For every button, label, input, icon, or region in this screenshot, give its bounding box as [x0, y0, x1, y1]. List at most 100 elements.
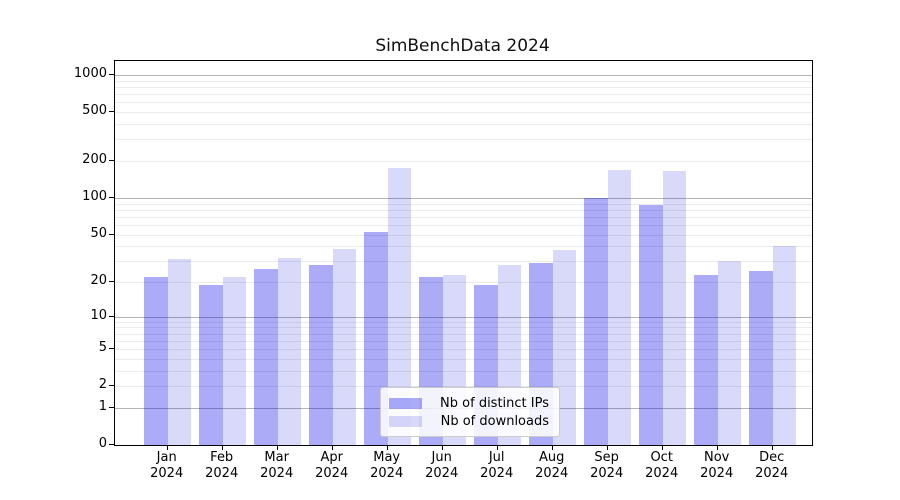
legend-swatch-distinct-ips	[389, 397, 422, 409]
y-axis-tick-mark	[109, 233, 114, 235]
gridline-minor	[115, 246, 812, 248]
y-axis-tick-label: 1000	[73, 66, 107, 81]
x-axis-tick-label: Feb 2024	[205, 450, 239, 481]
x-axis-tick-label: Jun 2024	[425, 450, 459, 481]
x-axis-tick-mark	[496, 445, 498, 450]
bar-distinct-ips	[639, 205, 663, 445]
legend: Nb of distinct IPs Nb of downloads	[380, 387, 560, 437]
bar-distinct-ips	[199, 284, 223, 445]
gridline-minor	[115, 209, 812, 211]
x-axis-tick-label: May 2024	[370, 450, 404, 481]
bar-downloads	[167, 259, 192, 445]
x-axis-tick-label: Oct 2024	[645, 450, 679, 481]
gridline-minor	[115, 102, 812, 104]
gridline-minor	[115, 94, 812, 96]
gridline-minor	[115, 124, 812, 125]
y-axis-tick-label: 10	[90, 307, 107, 323]
gridline-minor	[115, 80, 812, 82]
legend-item-downloads: Nb of downloads	[389, 412, 549, 430]
gridline-minor	[115, 327, 812, 329]
gridline-minor	[115, 224, 812, 226]
y-axis-tick-mark	[109, 196, 114, 199]
gridline-minor	[115, 87, 812, 88]
bar-downloads	[387, 168, 412, 445]
y-axis-tick-label: 500	[82, 103, 107, 119]
legend-label-downloads: Nb of downloads	[440, 413, 549, 429]
gridline-major	[115, 316, 812, 318]
gridline-minor	[115, 139, 812, 141]
y-axis-tick-mark	[109, 74, 114, 76]
gridline-minor	[115, 216, 812, 218]
y-axis-tick-label: 1	[98, 398, 107, 414]
y-axis-tick-label: 2	[98, 377, 107, 393]
gridline-minor	[115, 349, 812, 351]
legend-label-distinct-ips: Nb of distinct IPs	[440, 395, 549, 411]
y-axis-tick-mark	[109, 281, 114, 283]
bar-downloads	[772, 246, 797, 445]
y-axis-tick-mark	[109, 385, 114, 387]
y-axis-tick-mark	[109, 406, 114, 409]
x-axis-tick-mark	[166, 445, 168, 450]
bar-distinct-ips	[749, 270, 773, 445]
gridline-minor	[115, 282, 812, 283]
bar-distinct-ips	[144, 277, 168, 445]
x-axis-tick-label: Jan 2024	[150, 450, 184, 481]
y-axis-tick-label: 200	[82, 152, 107, 167]
bar-distinct-ips	[309, 264, 333, 445]
bar-distinct-ips	[694, 274, 718, 445]
gridline-minor	[115, 203, 812, 205]
plot-area: Nb of distinct IPs Nb of downloads	[114, 60, 813, 446]
legend-item-distinct-ips: Nb of distinct IPs	[389, 394, 549, 412]
bar-distinct-ips	[254, 268, 278, 445]
y-axis-tick-mark	[109, 348, 114, 350]
gridline-minor	[115, 161, 812, 162]
x-axis-tick-label: Mar 2024	[260, 450, 294, 481]
gridline-minor	[115, 333, 812, 335]
gridline-major	[115, 197, 812, 199]
y-axis-tick-label: 0	[98, 436, 107, 451]
gridline-minor	[115, 234, 812, 236]
bar-distinct-ips	[584, 197, 608, 445]
bar-downloads	[607, 169, 632, 445]
bar-downloads	[222, 277, 247, 445]
x-axis-tick-label: Sep 2024	[590, 450, 624, 481]
gridline-minor	[115, 321, 812, 323]
y-axis-tick-mark	[109, 444, 114, 446]
x-axis-tick-mark	[661, 445, 663, 450]
y-axis-tick-mark	[109, 111, 114, 113]
legend-swatch-downloads	[389, 415, 422, 427]
gridline-minor	[115, 358, 812, 360]
x-axis-tick-mark	[771, 445, 773, 450]
x-axis-tick-mark	[221, 445, 223, 450]
x-axis-tick-mark	[276, 445, 278, 450]
x-axis-tick-label: Apr 2024	[315, 450, 349, 481]
x-axis-tick-mark	[331, 445, 333, 450]
x-axis-tick-label: Jul 2024	[480, 450, 514, 481]
gridline-major	[115, 75, 812, 76]
y-axis-tick-label: 5	[98, 340, 107, 356]
gridline-minor	[115, 112, 812, 114]
bar-downloads	[662, 170, 687, 445]
y-axis-tick-label: 100	[82, 188, 107, 204]
gridline-minor	[115, 340, 812, 342]
x-axis-tick-mark	[386, 445, 388, 450]
gridline-minor	[115, 386, 812, 388]
y-axis-tick-label: 20	[90, 273, 107, 288]
y-axis-tick-mark	[109, 160, 114, 162]
bar-downloads	[332, 248, 357, 445]
x-axis-tick-mark	[606, 445, 608, 450]
x-axis-tick-label: Dec 2024	[755, 450, 789, 481]
x-axis-tick-mark	[551, 445, 553, 450]
y-axis-tick-label: 50	[90, 225, 107, 241]
x-axis-tick-mark	[716, 445, 718, 450]
chart-title: SimBenchData 2024	[375, 36, 550, 56]
gridline-minor	[115, 261, 812, 263]
bar-downloads	[277, 257, 302, 445]
gridline-minor	[115, 370, 812, 372]
x-axis-tick-label: Aug 2024	[535, 450, 569, 481]
x-axis-tick-mark	[441, 445, 443, 450]
y-axis-tick-mark	[109, 315, 114, 317]
bar-downloads	[717, 261, 742, 445]
x-axis-tick-label: Nov 2024	[700, 450, 734, 481]
